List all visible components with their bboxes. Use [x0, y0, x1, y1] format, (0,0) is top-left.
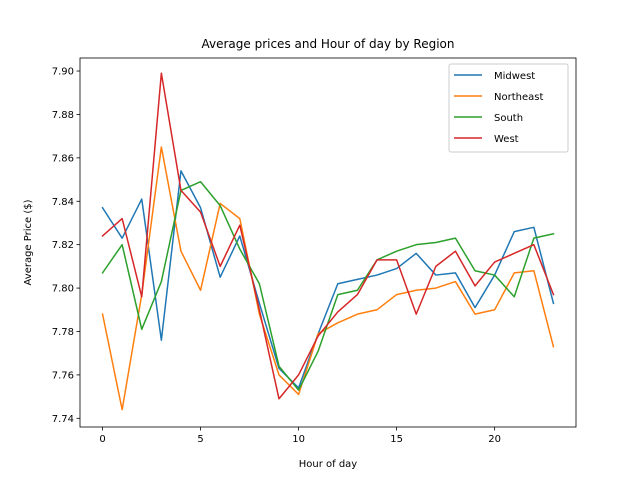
series-line-northeast: [101, 146, 555, 411]
legend-label-west: West: [494, 134, 519, 145]
y-tick-label: 7.90: [52, 67, 74, 78]
y-tick-label: 7.78: [52, 327, 74, 338]
y-tick-label: 7.84: [52, 197, 74, 208]
legend-label-northeast: Northeast: [494, 92, 543, 103]
y-tick-label: 7.74: [52, 414, 74, 425]
x-tick-label: 5: [197, 434, 203, 445]
x-tick-label: 20: [488, 434, 501, 445]
x-tick-label: 0: [99, 434, 105, 445]
legend-frame: [448, 63, 569, 153]
x-tick-label: 10: [292, 434, 305, 445]
legend-label-south: South: [494, 113, 523, 124]
y-axis-label: Average Price ($): [23, 199, 34, 285]
y-axis: 7.74 7.76 7.78 7.80 7.82 7.84 7.86 7.88 7.90: [52, 67, 80, 425]
y-tick-label: 7.86: [52, 153, 74, 164]
legend-label-midwest: Midwest: [494, 71, 535, 82]
y-tick-label: 7.76: [52, 370, 74, 381]
series-line-midwest: [101, 170, 555, 389]
x-tick-label: 15: [390, 434, 403, 445]
legend: Midwest Northeast South West: [448, 63, 569, 153]
plot-lines: [101, 72, 555, 411]
y-tick-label: 7.82: [52, 240, 74, 251]
chart-title: Average prices and Hour of day by Region: [201, 37, 454, 51]
y-tick-label: 7.88: [52, 110, 74, 121]
x-axis: 0 5 10 15 20: [99, 427, 501, 445]
y-tick-label: 7.80: [52, 284, 74, 295]
series-line-west: [101, 72, 555, 400]
x-axis-label: Hour of day: [299, 459, 358, 470]
plot-frame: [79, 57, 577, 428]
